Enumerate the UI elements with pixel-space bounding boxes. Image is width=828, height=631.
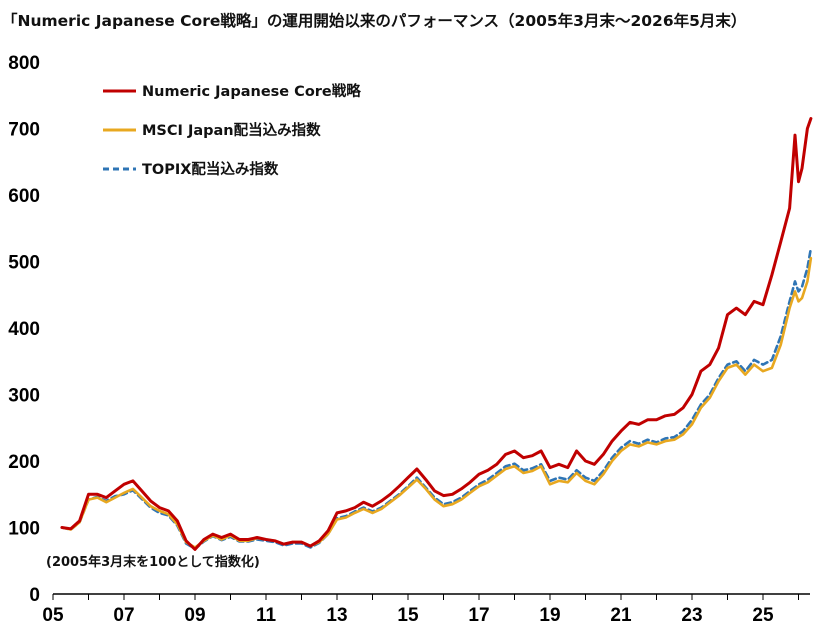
y-tick-label: 800 bbox=[8, 53, 40, 74]
series-layer bbox=[60, 117, 813, 551]
x-axis-ticks: 05 07 09 11 13 15 17 19 21 23 25 bbox=[42, 605, 774, 626]
legend-label-0: Numeric Japanese Core戦略 bbox=[142, 82, 361, 100]
series-line-1 bbox=[60, 256, 813, 549]
x-tick-label: 21 bbox=[610, 605, 632, 626]
legend-label-2: TOPIX配当込み指数 bbox=[142, 160, 279, 178]
series-line-2 bbox=[60, 246, 813, 551]
y-tick-label: 500 bbox=[8, 253, 40, 274]
y-tick-label: 400 bbox=[8, 319, 40, 340]
x-tick-label: 17 bbox=[468, 605, 489, 626]
legend-label-1: MSCI Japan配当込み指数 bbox=[142, 121, 321, 139]
x-tick-label: 11 bbox=[256, 605, 277, 626]
y-tick-label: 600 bbox=[8, 186, 40, 207]
series-line-0 bbox=[60, 117, 813, 551]
x-tick-label: 23 bbox=[681, 605, 702, 626]
x-tick-label: 05 bbox=[42, 605, 64, 626]
y-tick-label: 200 bbox=[8, 452, 40, 473]
x-tick-label: 13 bbox=[326, 605, 347, 626]
index-note: (2005年3月末を100として指数化) bbox=[46, 554, 260, 570]
x-tick-label: 07 bbox=[113, 605, 134, 626]
chart-title: 「Numeric Japanese Core戦略」の運用開始以来のパフォーマンス… bbox=[2, 11, 746, 30]
y-tick-label: 100 bbox=[8, 519, 40, 540]
x-tick-label: 15 bbox=[397, 605, 419, 626]
y-tick-label: 0 bbox=[29, 585, 40, 606]
y-tick-label: 700 bbox=[8, 120, 40, 141]
x-axis-tick-marks bbox=[52, 594, 799, 600]
x-tick-label: 09 bbox=[184, 605, 205, 626]
y-axis-ticks: 0 100 200 300 400 500 600 700 800 bbox=[8, 53, 40, 606]
x-tick-label: 19 bbox=[539, 605, 560, 626]
legend: Numeric Japanese Core戦略 MSCI Japan配当込み指数 T… bbox=[103, 82, 361, 178]
x-tick-label: 25 bbox=[752, 605, 774, 626]
y-tick-label: 300 bbox=[8, 386, 40, 407]
